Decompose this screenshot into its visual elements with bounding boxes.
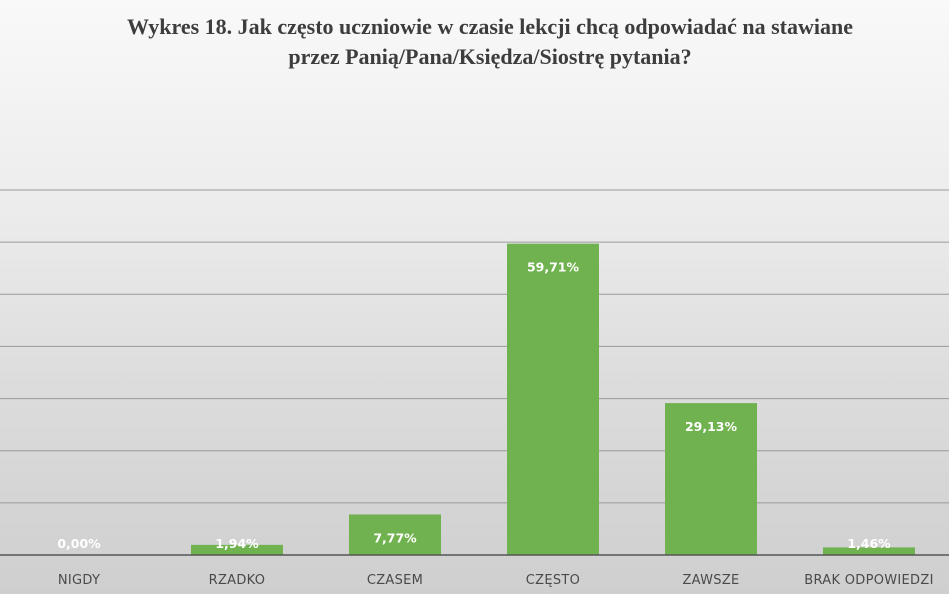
data-label: 7,77% (373, 530, 417, 545)
bar-często (507, 243, 599, 555)
data-label: 1,94% (215, 536, 259, 551)
bar-brak-odpowiedzi (823, 547, 915, 555)
x-tick-label: ZAWSZE (682, 573, 739, 588)
chart-title: Wykres 18. Jak często uczniowie w czasie… (127, 14, 853, 69)
bar-czasem (349, 514, 441, 555)
data-label: 0,00% (57, 536, 101, 551)
x-tick-label: CZASEM (367, 573, 423, 588)
data-label: 1,46% (847, 536, 891, 551)
x-tick-label: RZADKO (209, 573, 266, 588)
data-label: 29,13% (685, 419, 738, 434)
x-tick-label: BRAK ODPOWIEDZI (804, 573, 933, 588)
bar-zawsze (665, 403, 757, 555)
x-tick-label: NIGDY (58, 573, 100, 588)
x-tick-label: CZĘSTO (526, 573, 580, 588)
bar-rzadko (191, 544, 283, 555)
data-label: 59,71% (527, 260, 580, 275)
